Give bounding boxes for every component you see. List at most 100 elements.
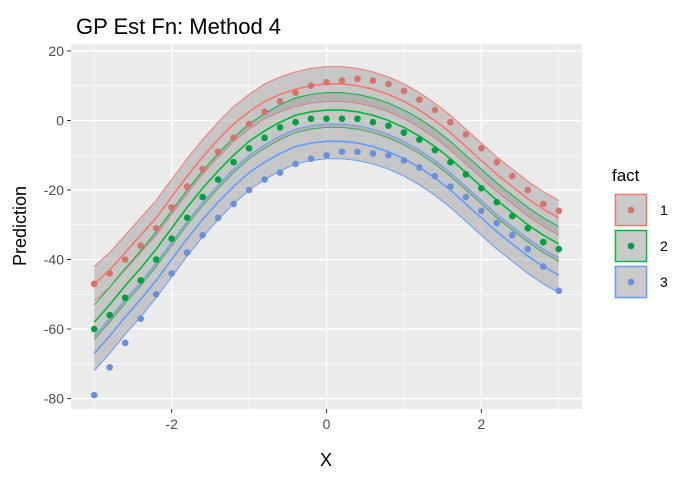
point-series-3 — [524, 245, 532, 253]
confidence-bands — [93, 66, 560, 372]
point-series-1 — [261, 108, 268, 116]
y-tick-label: -40 — [44, 252, 64, 268]
point-series-3 — [385, 151, 392, 159]
point-series-3 — [431, 172, 439, 180]
band-upper-series-1 — [93, 66, 560, 267]
band-upper-series-2 — [93, 92, 560, 306]
y-tick-label: 20 — [48, 43, 64, 59]
point-series-1 — [555, 207, 563, 215]
point-series-2 — [261, 134, 268, 142]
point-series-1 — [168, 204, 175, 211]
point-series-2 — [90, 325, 98, 333]
point-series-1 — [292, 89, 299, 96]
point-series-2 — [152, 256, 160, 263]
legend-key-point — [627, 206, 635, 214]
point-series-1 — [307, 82, 315, 90]
point-series-1 — [137, 242, 144, 249]
band-series-3 — [94, 123, 559, 371]
point-series-1 — [478, 144, 485, 152]
point-series-1 — [385, 80, 392, 88]
point-series-2 — [307, 115, 315, 123]
point-series-3 — [369, 150, 377, 157]
legend: fact 1 2 3 — [612, 166, 668, 299]
point-series-1 — [199, 165, 206, 173]
y-axis-ticks: -80 -60 -40 -20 0 20 — [44, 43, 71, 407]
point-series-1 — [369, 77, 377, 84]
point-series-3 — [354, 148, 361, 156]
band-upper-series-3 — [93, 123, 560, 337]
y-tick-label: -20 — [44, 182, 64, 198]
point-series-3 — [121, 339, 129, 347]
legend-item-3: 3 — [614, 265, 668, 299]
point-series-3 — [509, 231, 516, 239]
point-series-1 — [416, 96, 423, 103]
point-series-3 — [183, 249, 191, 256]
point-series-1 — [276, 98, 284, 105]
point-series-2 — [168, 235, 175, 242]
x-axis-ticks: -2 0 2 — [165, 409, 485, 432]
point-series-2 — [400, 129, 408, 136]
point-series-2 — [183, 214, 191, 222]
point-series-2 — [509, 212, 516, 220]
point-series-1 — [539, 200, 547, 208]
point-series-2 — [524, 224, 532, 232]
point-series-2 — [323, 115, 330, 123]
point-series-2 — [338, 115, 346, 123]
point-series-1 — [338, 77, 346, 84]
point-series-2 — [555, 245, 563, 253]
point-series-3 — [323, 151, 330, 159]
point-series-2 — [369, 118, 377, 126]
point-series-2 — [416, 136, 423, 143]
point-series-1 — [106, 270, 114, 277]
x-axis-title: X — [320, 450, 332, 470]
legend-item-1: 1 — [614, 193, 668, 227]
point-series-2 — [230, 158, 237, 166]
x-tick-label: 0 — [323, 416, 331, 432]
point-series-3 — [230, 200, 237, 208]
point-series-3 — [555, 287, 563, 295]
point-series-2 — [106, 311, 114, 319]
point-series-2 — [478, 184, 485, 192]
point-series-1 — [152, 224, 160, 232]
point-series-3 — [106, 363, 114, 371]
point-series-3 — [276, 169, 284, 176]
legend-label-3: 3 — [660, 274, 668, 290]
band-lower-series-3 — [93, 158, 560, 372]
point-series-2 — [292, 118, 299, 126]
point-series-3 — [199, 231, 206, 239]
band-lower-series-1 — [93, 100, 560, 302]
legend-key-point — [627, 278, 635, 286]
point-series-2 — [121, 294, 129, 302]
legend-label-1: 1 — [660, 202, 668, 218]
point-series-3 — [261, 176, 268, 183]
y-tick-label: -80 — [44, 391, 64, 407]
band-lower-series-2 — [93, 126, 560, 340]
point-series-2 — [199, 193, 206, 201]
point-series-1 — [447, 118, 454, 126]
point-series-1 — [354, 75, 361, 83]
point-series-2 — [245, 144, 253, 152]
y-axis-title: Prediction — [10, 186, 30, 266]
point-series-1 — [493, 158, 501, 166]
point-series-2 — [214, 176, 222, 183]
point-series-3 — [152, 290, 160, 298]
point-series-3 — [245, 186, 253, 194]
point-series-3 — [416, 164, 423, 171]
point-series-2 — [539, 238, 547, 246]
grid-lines — [71, 44, 582, 409]
data-points — [90, 75, 563, 399]
y-tick-label: -60 — [44, 321, 64, 337]
band-series-1 — [94, 66, 559, 302]
y-tick-label: 0 — [56, 112, 64, 128]
point-series-3 — [168, 270, 175, 277]
point-series-3 — [307, 155, 315, 163]
point-series-1 — [509, 172, 516, 180]
fit-line-series-3 — [93, 140, 560, 354]
point-series-3 — [447, 183, 454, 190]
legend-item-2: 2 — [614, 229, 668, 263]
point-series-3 — [493, 219, 501, 227]
point-series-1 — [214, 148, 222, 156]
x-tick-label: 2 — [477, 416, 485, 432]
legend-title: fact — [612, 166, 640, 185]
chart-title: GP Est Fn: Method 4 — [76, 14, 281, 39]
